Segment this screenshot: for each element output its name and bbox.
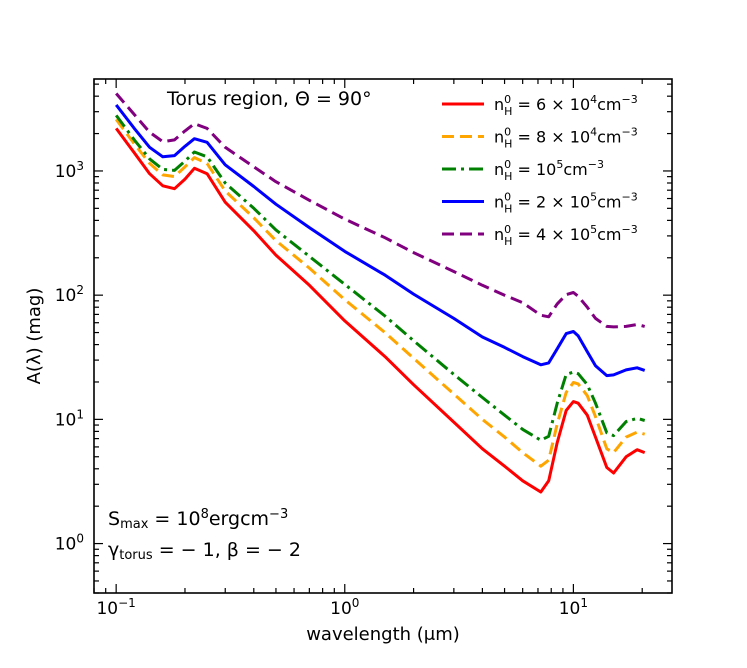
y-tick-label: 101 (55, 407, 84, 430)
legend: n0 H = 6 × 104cm−3 n0 H = 8 × 104cm−3 n0 H = … (442, 93, 638, 248)
legend-label-5: n0 H = 4 × 105cm−3 (494, 223, 638, 248)
y-axis-label: A(λ) (mag) (24, 288, 45, 385)
x-tick-label: 101 (559, 596, 588, 619)
plot-area (94, 79, 672, 593)
y-tick-labels: 100 101 102 103 (55, 159, 84, 555)
series-line-1 (114, 127, 646, 494)
smax-rest: = 10 (148, 508, 200, 530)
gamma-rest: = − 1, β = − 2 (153, 539, 301, 561)
x-axis-label: wavelength (μm) (306, 624, 460, 645)
series-line-3 (114, 114, 646, 442)
annotation-region: Torus region, Θ = 90° (166, 88, 372, 110)
y-tick-label: 102 (55, 283, 84, 306)
x-tick-labels: 10−1 100 101 (96, 596, 588, 619)
smax-unit-exp: −3 (269, 507, 288, 522)
annotation-gamma: γtorus = − 1, β = − 2 (108, 539, 301, 563)
gamma-main: γ (108, 539, 119, 561)
smax-sub: max (120, 517, 149, 532)
series-line-4 (115, 103, 646, 378)
legend-label-3: n0 H = 105cm−3 (494, 158, 604, 183)
x-tick-label: 10−1 (96, 596, 135, 619)
annotation-smax: Smax = 108ergcm−3 (108, 507, 288, 533)
series-line-5 (115, 92, 646, 329)
smax-exp: 8 (201, 507, 209, 522)
legend-label-2: n0 H = 8 × 104cm−3 (494, 126, 638, 151)
smax-main: S (108, 508, 120, 530)
legend-label-4: n0 H = 2 × 105cm−3 (494, 191, 638, 216)
ticks-layer (93, 79, 672, 594)
gamma-sub: torus (119, 548, 153, 563)
x-tick-label: 100 (330, 596, 359, 619)
smax-unit: ergcm (209, 508, 269, 530)
series-line-2 (114, 118, 646, 468)
y-tick-label: 103 (55, 159, 84, 182)
legend-label-1: n0 H = 6 × 104cm−3 (494, 93, 638, 118)
plot-frame (93, 78, 673, 594)
series-layer (114, 92, 646, 494)
y-tick-label: 100 (55, 532, 84, 555)
